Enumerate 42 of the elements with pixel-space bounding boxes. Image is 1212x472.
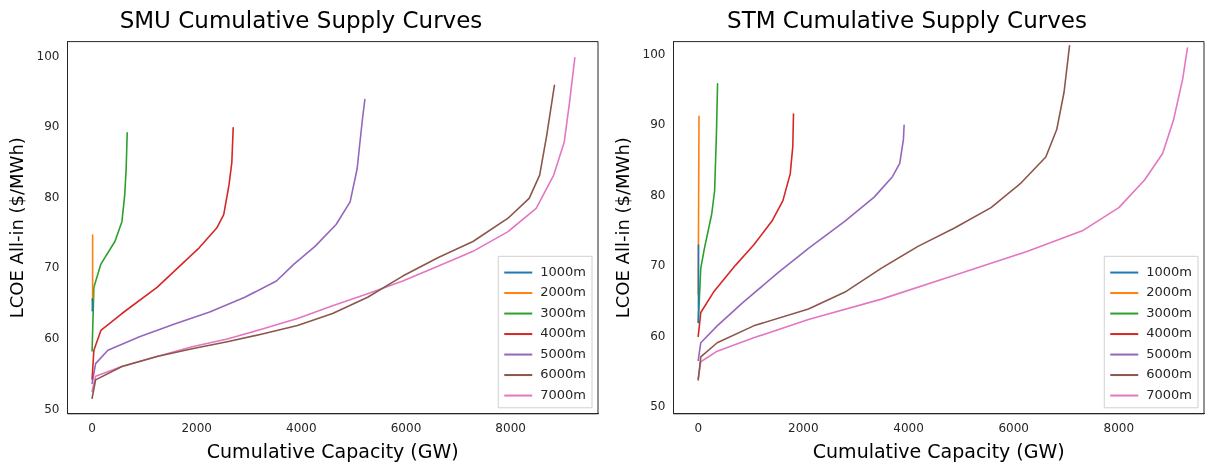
x-tick-label: 4000 [893, 421, 924, 436]
x-tick-label: 6000 [998, 421, 1029, 436]
x-axis-title: Cumulative Capacity (GW) [812, 439, 1065, 462]
x-tick-label: 6000 [390, 421, 422, 436]
x-tick-label: 4000 [286, 421, 317, 436]
x-tick-label: 0 [694, 421, 703, 436]
x-tick-label: 8000 [1103, 421, 1135, 436]
legend-label: 4000m [1146, 325, 1192, 341]
legend-label: 3000m [1146, 304, 1192, 320]
y-tick-label: 100 [36, 48, 60, 63]
legend-label: 2000m [1146, 284, 1192, 300]
y-tick-label: 90 [650, 117, 666, 132]
legend-label: 6000m [540, 366, 586, 382]
y-tick-label: 60 [44, 331, 60, 346]
y-axis-title: LCOE All-in ($/MWh) [6, 137, 28, 319]
legend-label: 4000m [540, 325, 586, 341]
y-axis-title: LCOE All-in ($/MWh) [612, 137, 634, 319]
x-tick-label: 8000 [495, 421, 526, 436]
legend-label: 5000m [1146, 345, 1192, 361]
y-tick-label: 50 [650, 398, 666, 413]
y-tick-label: 100 [642, 47, 666, 62]
y-tick-label: 60 [650, 328, 666, 343]
x-tick-label: 2000 [788, 421, 819, 436]
y-tick-label: 90 [44, 119, 60, 134]
legend-label: 1000m [1146, 263, 1192, 279]
x-tick-label: 2000 [181, 421, 212, 436]
y-tick-label: 70 [44, 260, 60, 275]
legend-label: 1000m [540, 263, 586, 279]
y-tick-label: 70 [650, 258, 666, 273]
legend-label: 7000m [540, 386, 586, 402]
y-tick-label: 50 [44, 401, 60, 416]
legend-label: 5000m [540, 345, 586, 361]
legend-label: 3000m [540, 304, 586, 320]
y-tick-label: 80 [650, 187, 666, 202]
x-tick-label: 0 [88, 421, 96, 436]
x-axis-title: Cumulative Capacity (GW) [206, 439, 459, 462]
chart-title: STM Cumulative Supply Curves [727, 6, 1087, 33]
legend-label: 2000m [540, 284, 586, 300]
y-tick-label: 80 [44, 189, 60, 204]
chart-title: SMU Cumulative Supply Curves [119, 6, 483, 33]
legend-label: 6000m [1146, 366, 1192, 382]
legend-label: 7000m [1146, 386, 1192, 402]
